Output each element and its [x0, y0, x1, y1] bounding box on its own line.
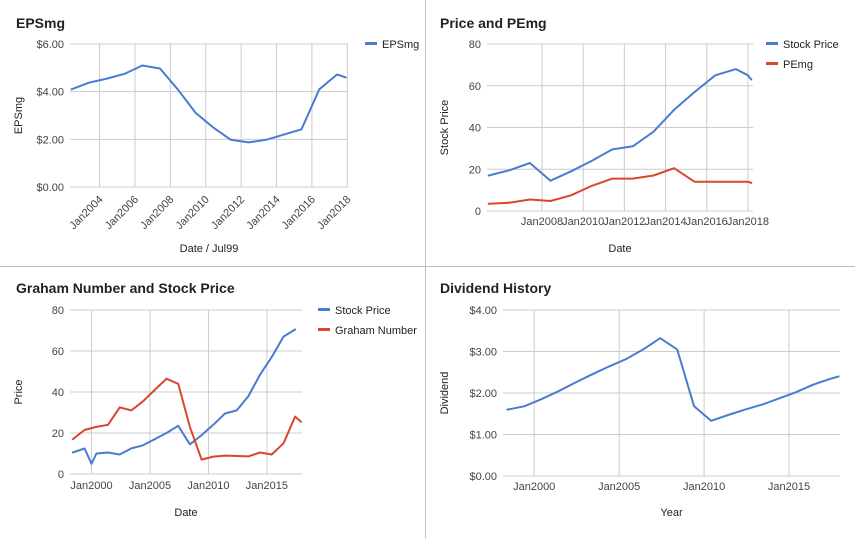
dividend-chart: Dividend History $0.00 $1.00 $2.00 $3.00 $4.0… — [439, 280, 840, 519]
x-axis-label: Date — [608, 243, 631, 255]
y-tick-label: $4.00 — [469, 305, 497, 317]
y-axis-label: Dividend — [439, 372, 451, 415]
y-tick-label: $1.00 — [469, 430, 497, 442]
x-tick-label: Jan2008 — [138, 194, 176, 232]
x-tick-label: Jan2016 — [280, 194, 318, 232]
x-tick-label: Jan2012 — [603, 216, 645, 228]
y-tick-label: $2.00 — [469, 388, 497, 400]
chart-title: EPSmg — [16, 15, 65, 31]
y-tick-label: 20 — [469, 164, 481, 176]
series-line-stock-price — [487, 68, 753, 182]
chart-title: Graham Number and Stock Price — [16, 280, 235, 296]
epsmg-chart: EPSmg$0.00$2.00$4.00$6.00Jan2004Jan2006J… — [13, 15, 419, 255]
chart-title: Price and PEmg — [440, 15, 547, 31]
y-tick-label: $2.00 — [36, 134, 64, 146]
legend-swatch — [766, 62, 778, 65]
series-line-stock-price — [71, 328, 297, 465]
x-tick-label: Jan2016 — [686, 216, 728, 228]
legend-item-epsmg[interactable]: EPSmg — [382, 39, 419, 51]
y-tick-label: 40 — [52, 387, 64, 399]
y-axis-label: Stock Price — [439, 100, 451, 156]
x-axis-label: Date — [174, 507, 197, 519]
series-line-epsmg — [70, 64, 347, 144]
y-tick-label: $4.00 — [36, 87, 64, 99]
y-tick-label: $3.00 — [469, 347, 497, 359]
legend-swatch — [318, 328, 330, 331]
x-tick-label: Jan2006 — [103, 194, 141, 232]
x-tick-label: Jan2004 — [67, 194, 105, 232]
horizontal-divider — [0, 266, 855, 267]
y-axis-label: Price — [13, 379, 25, 404]
legend-swatch — [318, 308, 330, 311]
legend-item-stock-price[interactable]: Stock Price — [783, 39, 839, 51]
legend-item-pemg[interactable]: PEmg — [783, 59, 813, 71]
y-tick-label: 0 — [475, 206, 481, 218]
y-tick-label: $6.00 — [36, 39, 64, 51]
vertical-divider — [425, 0, 426, 538]
x-tick-label: Jan2010 — [562, 216, 604, 228]
x-tick-label: Jan2015 — [246, 480, 288, 492]
x-tick-label: Jan2010 — [174, 194, 212, 232]
x-axis-label: Date / Jul99 — [180, 243, 239, 255]
x-tick-label: Jan2010 — [683, 481, 725, 493]
y-tick-label: $0.00 — [36, 182, 64, 194]
epsmg-chart-panel: EPSmg $0.00 $2.00 $4.00 $6.00 Jan2004 Jan2006 J… — [0, 0, 425, 266]
x-axis-label: Year — [660, 507, 683, 519]
x-tick-label: Jan2015 — [768, 481, 810, 493]
x-tick-label: Jan2008 — [521, 216, 563, 228]
y-tick-label: 80 — [469, 39, 481, 51]
y-axis-label: EPSmg — [13, 97, 25, 134]
chart-title: Dividend History — [440, 280, 551, 296]
legend-swatch — [365, 42, 377, 45]
x-tick-label: Jan2000 — [70, 480, 112, 492]
y-tick-label: 20 — [52, 428, 64, 440]
series-line-dividend — [506, 337, 840, 422]
legend-swatch — [766, 42, 778, 45]
graham-number-chart-panel: Graham Number and Stock Price 0 20 40 60 80 Ja… — [0, 267, 425, 538]
y-tick-label: 40 — [469, 123, 481, 135]
y-tick-label: $0.00 — [469, 471, 497, 483]
dividend-history-chart-panel: Dividend History $0.00 $1.00 $2.00 $3.00 $4.0… — [426, 267, 855, 538]
x-tick-label: Jan2014 — [644, 216, 686, 228]
x-tick-label: Jan2005 — [129, 480, 171, 492]
series-line-pemg — [487, 167, 753, 205]
x-tick-label: Jan2005 — [598, 481, 640, 493]
y-tick-label: 0 — [58, 469, 64, 481]
x-tick-label: Jan2012 — [209, 194, 247, 232]
x-tick-label: Jan2018 — [727, 216, 769, 228]
y-tick-label: 60 — [469, 81, 481, 93]
y-tick-label: 60 — [52, 346, 64, 358]
x-tick-label: Jan2018 — [315, 194, 353, 232]
series-line-graham-number — [71, 377, 302, 461]
graham-chart: Graham Number and Stock Price 0 20 40 60 80 Ja… — [13, 280, 417, 519]
price-pemg-chart: Price and PEmg020406080Jan2008Jan2010Jan… — [439, 15, 839, 255]
x-tick-label: Jan2000 — [513, 481, 555, 493]
y-tick-label: 80 — [52, 305, 64, 317]
x-tick-label: Jan2010 — [187, 480, 229, 492]
price-pemg-chart-panel: Price and PEmg 0 20 40 60 80 Jan2008 Jan2010 Jan… — [426, 0, 855, 266]
legend-item-stock-price[interactable]: Stock Price — [335, 305, 391, 317]
x-tick-label: Jan2014 — [244, 194, 282, 232]
legend-item-graham-number[interactable]: Graham Number — [335, 325, 417, 337]
